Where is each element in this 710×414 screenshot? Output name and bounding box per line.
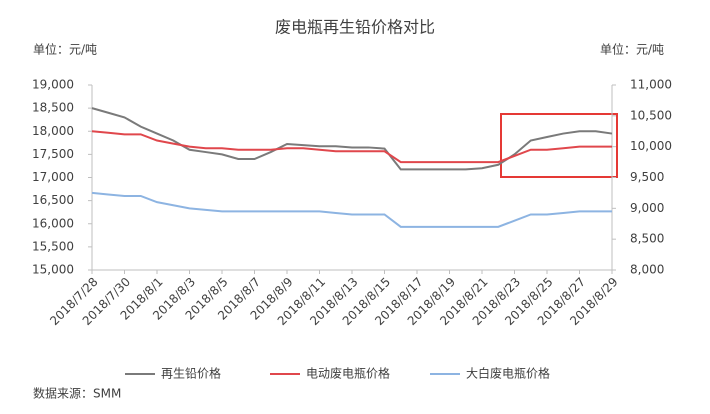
y2-unit-label: 单位：元/吨: [600, 42, 664, 57]
y2-tick-label: 8,500: [630, 232, 664, 246]
y-tick-label: 15,500: [32, 239, 74, 253]
y-tick-label: 16,000: [32, 216, 74, 230]
y2-tick-label: 9,000: [630, 201, 664, 215]
chart-title: 废电瓶再生铅价格对比: [275, 18, 435, 37]
y-tick-label: 19,000: [32, 78, 74, 92]
series-line: [91, 107, 613, 171]
legend-label: 大白废电瓶价格: [466, 366, 550, 381]
series-line: [91, 191, 612, 228]
y-tick-label: 18,500: [32, 101, 74, 115]
y2-tick-label: 9,500: [630, 170, 664, 184]
y2-tick-label: 8,000: [630, 263, 664, 277]
legend-label: 电动废电瓶价格: [306, 366, 390, 381]
y-tick-label: 16,500: [32, 193, 74, 207]
y-unit-label: 单位：元/吨: [33, 42, 97, 57]
y2-tick-label: 10,500: [630, 108, 672, 122]
y-tick-label: 18,000: [32, 124, 74, 138]
y-tick-label: 15,000: [32, 263, 74, 277]
source-note: 数据来源：SMM: [33, 386, 121, 401]
highlight-box: [500, 113, 618, 178]
y-tick-label: 17,000: [32, 170, 74, 184]
legend-label: 再生铅价格: [161, 366, 221, 381]
y-tick-label: 17,500: [32, 147, 74, 161]
series-line: [91, 130, 612, 164]
y2-tick-label: 10,000: [630, 139, 672, 153]
y2-tick-label: 11,000: [630, 78, 672, 92]
